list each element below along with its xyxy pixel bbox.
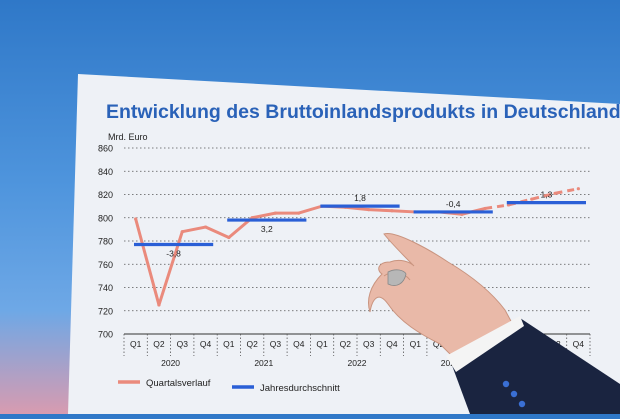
sleeve-button [502, 380, 510, 388]
y-tick-label: 860 [98, 144, 113, 154]
y-tick-label: 700 [98, 330, 113, 340]
data-point [390, 209, 394, 213]
year-label: 2022 [348, 358, 367, 368]
data-point [134, 217, 138, 221]
annual-change-label: 1,3 [540, 190, 552, 200]
annual-change-label: -3,8 [166, 248, 181, 258]
x-tick-label: Q4 [386, 339, 398, 349]
data-point [530, 197, 534, 201]
y-axis-label: Mrd. Euro [108, 132, 148, 142]
year-label: 2020 [161, 358, 180, 368]
data-point [553, 191, 557, 195]
suit-sleeve [446, 316, 620, 414]
x-tick-label: Q2 [153, 339, 165, 349]
x-tick-label: Q2 [433, 339, 445, 349]
data-point [576, 187, 580, 191]
y-tick-label: 840 [98, 167, 113, 177]
year-label: 2023 [441, 358, 460, 368]
x-tick-label: Q4 [200, 339, 212, 349]
data-point [227, 235, 231, 240]
x-tick-label: Q1 [316, 339, 328, 349]
x-tick-label: Q2 [340, 339, 352, 349]
data-point [483, 206, 487, 211]
x-tick-label: Q4 [573, 339, 585, 349]
data-point [367, 208, 371, 212]
x-tick-label: Q3 [270, 339, 282, 349]
annual-change-label: 1,8 [354, 193, 366, 203]
y-tick-label: 800 [98, 213, 113, 223]
legend-label-quarterly: Quartalsverlauf [146, 378, 211, 389]
annual-change-label: -0,4 [446, 199, 461, 209]
data-point [203, 225, 208, 229]
x-tick-label: Q1 [410, 339, 422, 349]
y-tick-label: 780 [98, 237, 113, 247]
chart-title: Entwicklung des Bruttoinlandsprodukts in… [106, 101, 620, 123]
sleeve-button [518, 400, 526, 408]
x-tick-label: Q3 [363, 339, 375, 349]
x-tick-label: Q1 [223, 339, 235, 349]
y-tick-label: 720 [98, 306, 113, 316]
x-tick-label: Q1 [130, 339, 142, 349]
x-tick-label: Q4 [293, 339, 305, 349]
data-point [157, 303, 161, 307]
data-point [297, 211, 301, 215]
data-point [180, 230, 184, 234]
y-tick-label: 760 [98, 260, 113, 270]
sleeve-button [510, 390, 518, 398]
data-point [273, 211, 278, 215]
annual-change-label: 3,2 [261, 224, 273, 234]
series-line-quarterly-forecast [484, 187, 579, 210]
x-tick-label: Q3 [177, 339, 189, 349]
year-label: 2021 [254, 358, 273, 368]
y-tick-label: 820 [98, 190, 113, 200]
legend-label-annual: Jahresdurchschnitt [260, 383, 340, 394]
x-tick-label: Q2 [246, 339, 258, 349]
y-tick-label: 740 [98, 283, 113, 293]
